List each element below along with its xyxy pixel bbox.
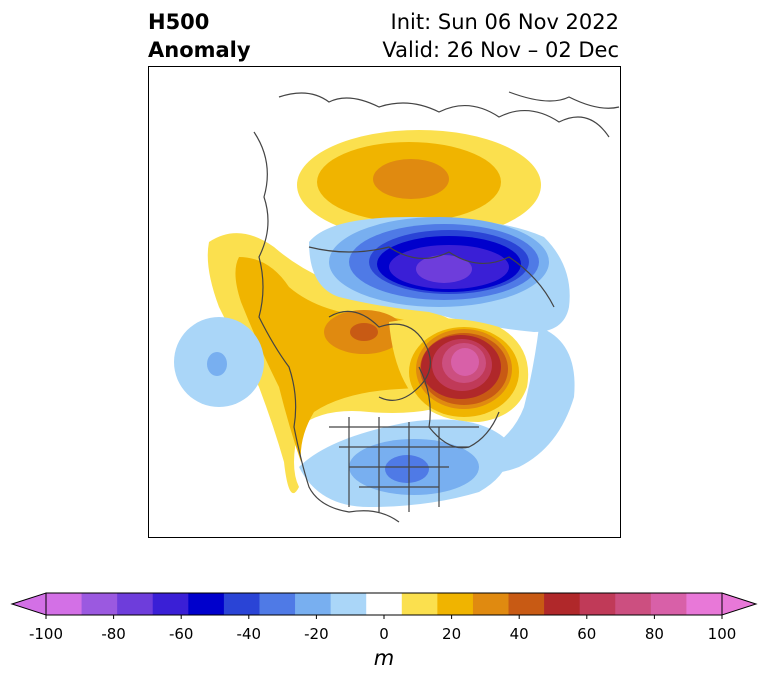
colorbar-tick-label: 20 [442,625,462,643]
map-title-right: Init: Sun 06 Nov 2022 Valid: 26 Nov – 02… [382,8,619,64]
colorbar-swatch [223,593,260,615]
colorbar-unit-label: m [373,646,395,670]
colorbar-swatch [544,593,581,615]
anomaly-arctic-high [297,130,541,240]
colorbar-swatch [579,593,616,615]
colorbar-swatch [117,593,154,615]
colorbar-swatch [650,593,687,615]
colorbar-swatch [472,593,510,615]
colorbar-under-arrow [10,592,47,616]
colorbar-tick-label: -20 [304,625,329,643]
colorbar-tick-label: 40 [509,625,529,643]
coastlines [253,91,620,523]
anomaly-atlantic-low [459,327,575,474]
colorbar-tick-label: -40 [236,625,262,643]
anomaly-greenland-high [389,318,529,422]
anomaly-east-us-low [299,419,510,507]
colorbar [10,592,758,619]
colorbar-swatch [615,593,652,615]
anomaly-map [148,66,621,538]
colorbar-swatch [295,593,332,615]
anomaly-pacific-low [174,317,264,407]
colorbar-tick-label: -100 [28,625,64,643]
colorbar-swatch [259,593,296,615]
colorbar-swatch [188,593,225,615]
anomaly-polar-low [309,217,570,332]
anomaly-alaska-high [207,233,487,494]
colorbar-swatch [508,593,545,615]
colorbar-swatch [81,593,118,615]
title-variable: H500 [148,10,210,34]
colorbar-tick-label: 0 [379,625,389,643]
colorbar-swatch [686,593,723,615]
colorbar-swatch [330,593,367,615]
title-valid-range: Valid: 26 Nov – 02 Dec [382,38,619,62]
colorbar-tick-label: -60 [168,625,194,643]
colorbar-swatch [46,593,83,615]
colorbar-swatch [152,593,189,615]
title-anomaly: Anomaly [148,38,251,62]
colorbar-swatch [437,593,474,615]
title-init-date: Init: Sun 06 Nov 2022 [390,10,619,34]
colorbar-tick-label: 60 [577,625,597,643]
map-title-left: H500 Anomaly [148,8,251,64]
colorbar-tick-label: -80 [101,625,126,643]
colorbar-swatch [366,593,403,615]
colorbar-swatch [401,593,438,615]
colorbar-over-arrow [721,592,758,616]
colorbar-tick-label: 80 [644,625,664,643]
colorbar-tick-label: 100 [707,625,737,643]
map-canvas [174,91,620,523]
